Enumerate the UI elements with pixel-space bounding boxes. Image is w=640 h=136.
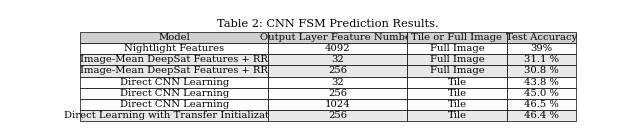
Text: Table 2: CNN FSM Prediction Results.: Table 2: CNN FSM Prediction Results. [217,19,439,30]
